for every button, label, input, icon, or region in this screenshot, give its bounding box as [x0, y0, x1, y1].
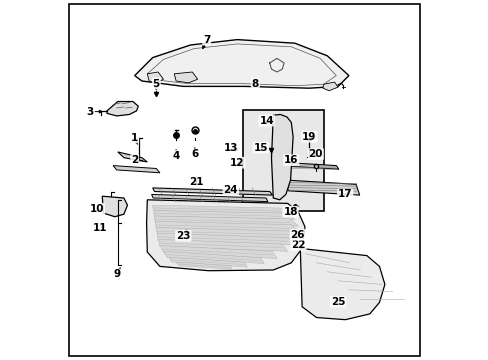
Text: 5: 5: [152, 78, 160, 89]
Text: 25: 25: [330, 297, 345, 307]
Text: 21: 21: [188, 177, 203, 187]
Polygon shape: [152, 205, 289, 214]
Bar: [242, 110, 323, 211]
Text: 15: 15: [253, 143, 267, 153]
Text: 13: 13: [223, 143, 238, 153]
Polygon shape: [107, 102, 138, 116]
Text: 11: 11: [93, 222, 107, 233]
Polygon shape: [159, 239, 287, 251]
Polygon shape: [102, 196, 127, 217]
Polygon shape: [177, 262, 231, 269]
Polygon shape: [300, 248, 384, 320]
Polygon shape: [134, 40, 348, 88]
Polygon shape: [156, 228, 298, 238]
Polygon shape: [157, 233, 294, 245]
Text: 1: 1: [131, 132, 138, 143]
Text: 2: 2: [131, 155, 138, 165]
Text: 9: 9: [113, 269, 120, 279]
Polygon shape: [161, 246, 276, 258]
Polygon shape: [287, 163, 338, 169]
Text: 3: 3: [86, 107, 94, 117]
Text: 14: 14: [259, 116, 274, 126]
Text: 7: 7: [203, 35, 210, 45]
Text: 16: 16: [284, 155, 298, 165]
Polygon shape: [271, 114, 292, 200]
Polygon shape: [164, 251, 264, 264]
Polygon shape: [147, 72, 163, 83]
Polygon shape: [322, 82, 337, 91]
Text: 17: 17: [337, 189, 352, 199]
Text: 12: 12: [229, 158, 244, 168]
Polygon shape: [155, 221, 300, 232]
Text: 6: 6: [191, 149, 198, 159]
Text: 18: 18: [283, 207, 297, 217]
Polygon shape: [169, 257, 247, 267]
Polygon shape: [118, 152, 147, 162]
Text: 10: 10: [89, 204, 104, 214]
Polygon shape: [151, 194, 267, 202]
Text: 4: 4: [172, 150, 180, 161]
Text: 24: 24: [223, 185, 238, 195]
Polygon shape: [113, 166, 160, 173]
Polygon shape: [153, 211, 294, 220]
Text: 26: 26: [290, 230, 305, 240]
Polygon shape: [146, 200, 305, 271]
Polygon shape: [152, 188, 272, 195]
Polygon shape: [174, 72, 197, 83]
Polygon shape: [154, 216, 298, 226]
Text: 20: 20: [308, 149, 323, 159]
Text: 8: 8: [251, 78, 258, 89]
Polygon shape: [284, 180, 359, 195]
Text: 23: 23: [176, 231, 190, 241]
Text: 19: 19: [302, 132, 316, 142]
Text: 22: 22: [291, 240, 305, 250]
